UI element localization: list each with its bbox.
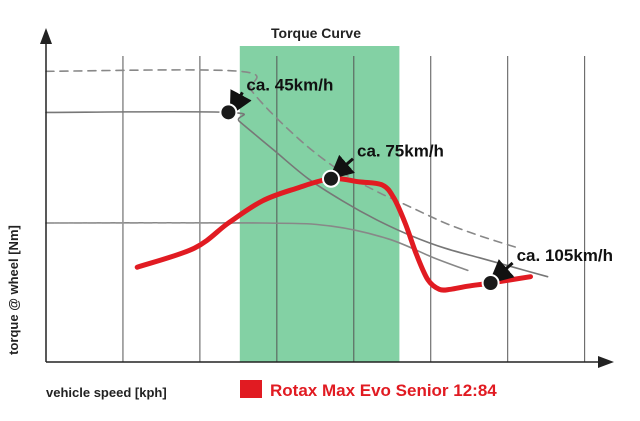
data-point-marker	[481, 274, 500, 292]
data-point-marker	[219, 103, 238, 122]
data-point-label: ca. 45km/h	[246, 75, 333, 94]
data-point-marker	[322, 169, 340, 188]
legend-swatch	[240, 380, 262, 398]
legend-label: Rotax Max Evo Senior 12:84	[270, 381, 497, 400]
series-line-rotax	[134, 176, 533, 293]
annotation-arrow-icon	[229, 89, 252, 116]
highlight-band	[239, 46, 400, 362]
data-point-label: ca. 75km/h	[357, 142, 444, 161]
chart-title: Torque Curve	[271, 25, 361, 41]
annotation-arrow-icon	[328, 154, 355, 180]
y-axis-label: torque @ wheel [Nm]	[6, 225, 21, 355]
y-axis-arrow-icon	[40, 28, 52, 44]
data-point-label: ca. 105km/h	[517, 246, 613, 265]
x-axis-arrow-icon	[598, 356, 614, 368]
series-line-reference-flat-upper	[45, 221, 469, 272]
annotation-arrow-icon	[488, 259, 515, 284]
x-axis-label: vehicle speed [kph]	[46, 385, 167, 400]
